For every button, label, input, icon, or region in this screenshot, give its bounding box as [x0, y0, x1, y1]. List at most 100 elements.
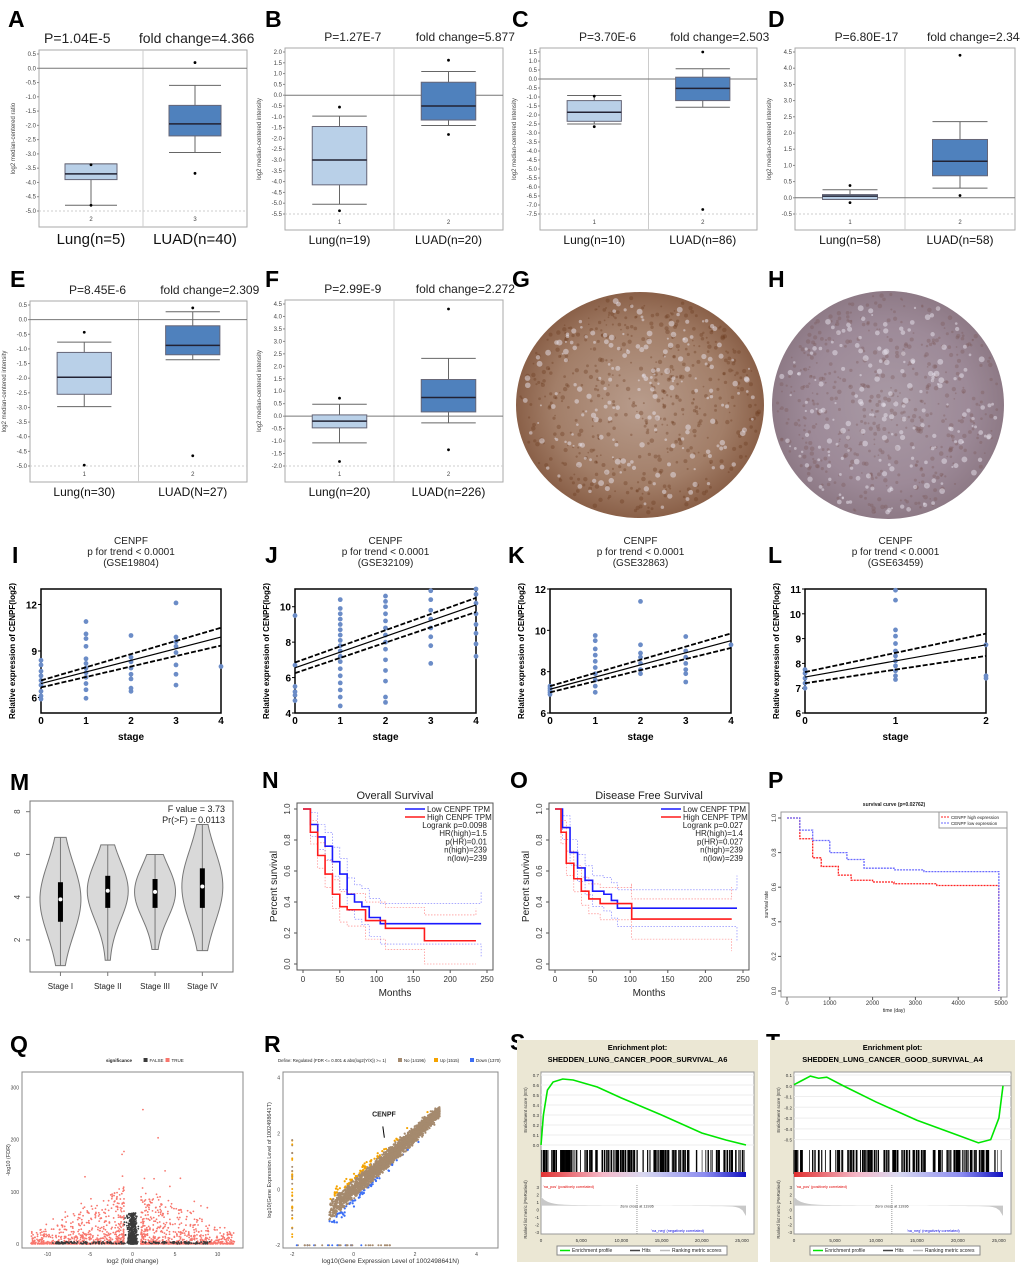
stroma-spot — [977, 457, 983, 463]
significant-point — [188, 1236, 191, 1239]
significant-point — [147, 1218, 150, 1220]
x-tick-label: -5 — [88, 1252, 93, 1258]
stroma-spot — [603, 386, 607, 391]
stain-spot — [622, 379, 626, 383]
significant-point — [83, 1224, 86, 1227]
stain-spot — [951, 446, 954, 449]
stroma-spot — [564, 340, 567, 344]
chart-title: survival curve (p=0.02762) — [863, 802, 926, 808]
significant-point — [158, 1240, 161, 1243]
data-point — [292, 698, 298, 703]
significant-point — [95, 1211, 97, 1214]
y-tick-label: -0.5 — [26, 81, 37, 87]
stain-spot — [575, 332, 581, 337]
data-point — [638, 650, 643, 656]
nonsignificant-point — [132, 1222, 135, 1224]
significant-point — [122, 1228, 125, 1231]
stain-spot — [603, 319, 606, 322]
stroma-spot — [957, 430, 960, 433]
stroma-spot — [555, 438, 559, 442]
stroma-spot — [685, 424, 691, 431]
data-point — [173, 671, 179, 677]
y-tick-label: 0.6 — [772, 882, 778, 891]
stain-spot — [719, 459, 724, 464]
stain-spot — [672, 355, 676, 358]
stain-spot — [571, 372, 575, 375]
chart-title: CENPF — [369, 536, 403, 547]
nonsignificant-point — [154, 1242, 157, 1245]
y-tick-label: -2.0 — [17, 376, 28, 382]
stroma-spot — [646, 338, 652, 345]
significant-point — [193, 1234, 196, 1237]
data-point — [337, 687, 343, 693]
stain-spot — [650, 383, 653, 387]
significant-point — [218, 1241, 220, 1243]
stain-spot — [542, 379, 546, 383]
significant-point — [122, 1201, 125, 1204]
stain-spot — [887, 431, 890, 434]
stain-spot — [662, 390, 667, 395]
stat-label: n(low)=239 — [447, 854, 487, 863]
stain-spot — [926, 338, 931, 343]
stain-spot — [837, 407, 841, 411]
significant-point — [42, 1239, 45, 1242]
stroma-spot — [642, 374, 645, 377]
legend-title: Define: Regulated (FDR <= 0.001 & abs(lo… — [278, 1058, 387, 1063]
stroma-spot — [921, 408, 926, 413]
stain-spot — [664, 315, 668, 319]
y-tick-label: 2.0 — [274, 364, 283, 370]
significant-point — [176, 1216, 179, 1219]
data-point — [83, 643, 89, 649]
stain-spot — [739, 386, 745, 392]
significant-point — [225, 1240, 228, 1243]
stroma-spot — [689, 335, 694, 339]
x-tick-label: 2 — [128, 716, 134, 727]
y-tick-label: -4.0 — [17, 435, 28, 441]
stain-spot — [884, 354, 889, 359]
stain-spot — [835, 321, 840, 326]
nonsignificant-point — [126, 1214, 128, 1217]
stain-spot — [547, 405, 552, 410]
stroma-spot — [951, 465, 954, 469]
stroma-spot — [909, 464, 913, 468]
significant-point — [52, 1228, 55, 1231]
stain-spot — [700, 336, 705, 341]
y-tick-label: -2.0 — [272, 136, 283, 142]
up-regulated-point — [335, 1185, 338, 1188]
stain-spot — [641, 476, 646, 482]
data-point — [473, 591, 479, 597]
stain-spot — [684, 502, 689, 507]
box — [822, 194, 878, 200]
stain-spot — [577, 432, 582, 437]
stroma-spot — [986, 433, 992, 439]
panel-letter: D — [768, 6, 785, 32]
data-point — [428, 634, 434, 640]
significant-point — [161, 1212, 164, 1215]
stain-spot — [919, 467, 924, 472]
significant-point — [221, 1240, 224, 1243]
nonsignificant-point — [134, 1236, 136, 1239]
x-tick-label: 50 — [588, 975, 597, 984]
group-label: Lung(n=5) — [57, 231, 126, 248]
stroma-spot — [876, 368, 883, 374]
stroma-spot — [900, 369, 905, 374]
stain-spot — [669, 312, 672, 314]
significant-point — [221, 1237, 224, 1240]
data-point — [128, 633, 134, 638]
stain-spot — [808, 374, 813, 379]
significant-point — [149, 1228, 151, 1231]
stroma-spot — [931, 501, 935, 506]
stain-spot — [803, 424, 807, 427]
stroma-spot — [694, 377, 697, 380]
data-point — [83, 619, 89, 624]
nonsignificant-point — [60, 1241, 63, 1243]
stroma-spot — [656, 367, 661, 372]
group-label: Lung(n=19) — [309, 233, 371, 247]
y-tick-label: -3.0 — [272, 158, 283, 164]
significant-point — [146, 1211, 149, 1213]
stroma-spot — [785, 438, 790, 444]
nonsignificant-point — [128, 1216, 131, 1219]
panel-letter: G — [512, 266, 530, 292]
down-regulated-point — [378, 1177, 381, 1180]
